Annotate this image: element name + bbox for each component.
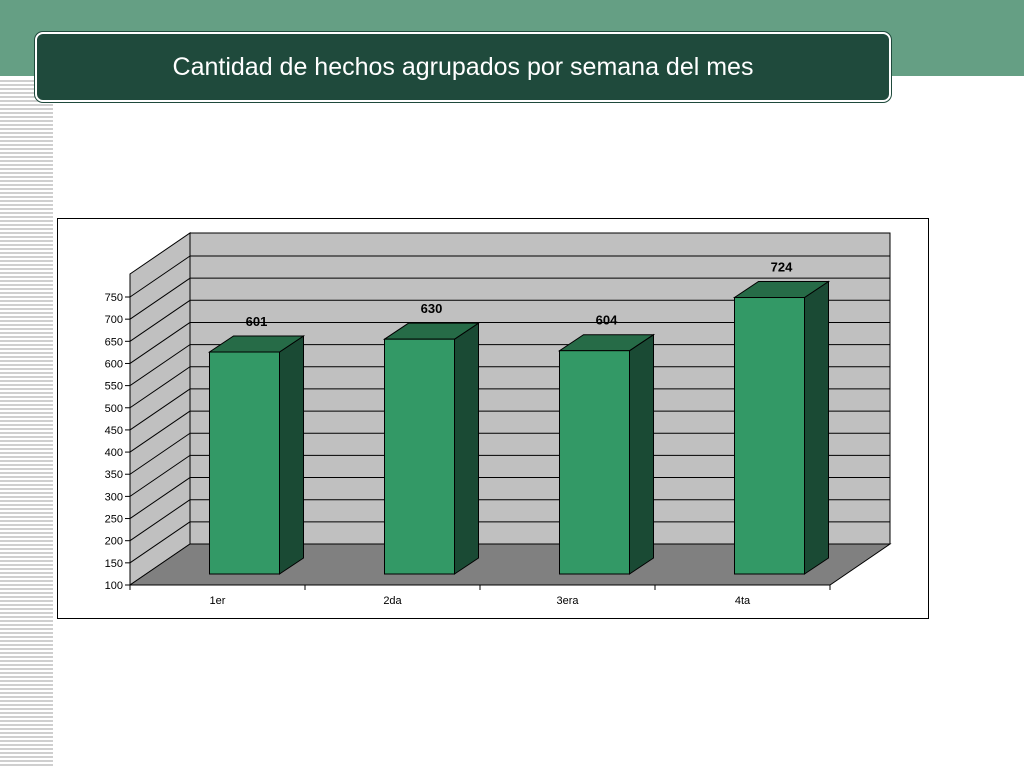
y-tick-label: 550 [105,381,123,393]
gridline-side [129,521,191,564]
data-label-4ta: 724 [771,260,793,275]
x-tick-label-4ta: 4ta [735,595,751,607]
y-tick-label: 100 [105,580,123,592]
bar-1er [209,351,280,575]
y-tick-label: 150 [105,558,123,570]
data-label-2da: 630 [421,301,443,316]
gridline-side [129,322,191,364]
gridline-side [129,366,191,409]
y-tick-label: 350 [105,469,123,481]
x-tick-label-3era: 3era [556,595,579,607]
bar-3era [559,350,630,575]
gridline-side [129,477,191,519]
bar-2da [384,338,455,575]
x-tick-label-1er: 1er [210,595,226,607]
title-box: Cantidad de hechos agrupados por semana … [35,32,891,102]
y-tick-label: 700 [105,314,123,326]
chart-frame: 100 150 200 250 300 350 400 450 500 550 600 650 700 7… [57,218,929,619]
y-tick-label: 650 [105,336,123,348]
bar-chart: 100 150 200 250 300 350 400 450 500 550 600 650 700 7… [105,232,892,607]
slide-title: Cantidad de hechos agrupados por semana … [172,52,754,81]
gridline-side [129,410,191,453]
y-tick-label: 300 [105,491,123,503]
gridline-side [129,499,191,542]
x-tick-label-2da: 2da [383,595,402,607]
y-tick-label: 200 [105,536,123,548]
gridline-side [129,277,191,320]
y-tick-label: 600 [105,358,123,370]
gridline-side [129,299,191,342]
bar-side-2da [454,322,479,575]
gridline-side [129,432,191,475]
y-tick-label: 500 [105,403,123,415]
gridline-side [129,255,191,298]
bar-4ta [734,297,805,575]
bar-side-3era [629,333,654,575]
bar-side-1er [279,335,304,575]
data-label-3era: 604 [596,313,618,328]
bar-side-4ta [804,280,829,575]
y-tick-label: 750 [105,292,123,304]
side-stripes-decoration [0,78,53,768]
gridline-side [129,388,191,431]
data-label-1er: 601 [246,314,268,329]
gridline-side [129,454,191,497]
y-tick-label: 450 [105,425,123,437]
y-tick-label: 250 [105,514,123,526]
gridline-side [129,344,191,387]
y-tick-label: 400 [105,447,123,459]
